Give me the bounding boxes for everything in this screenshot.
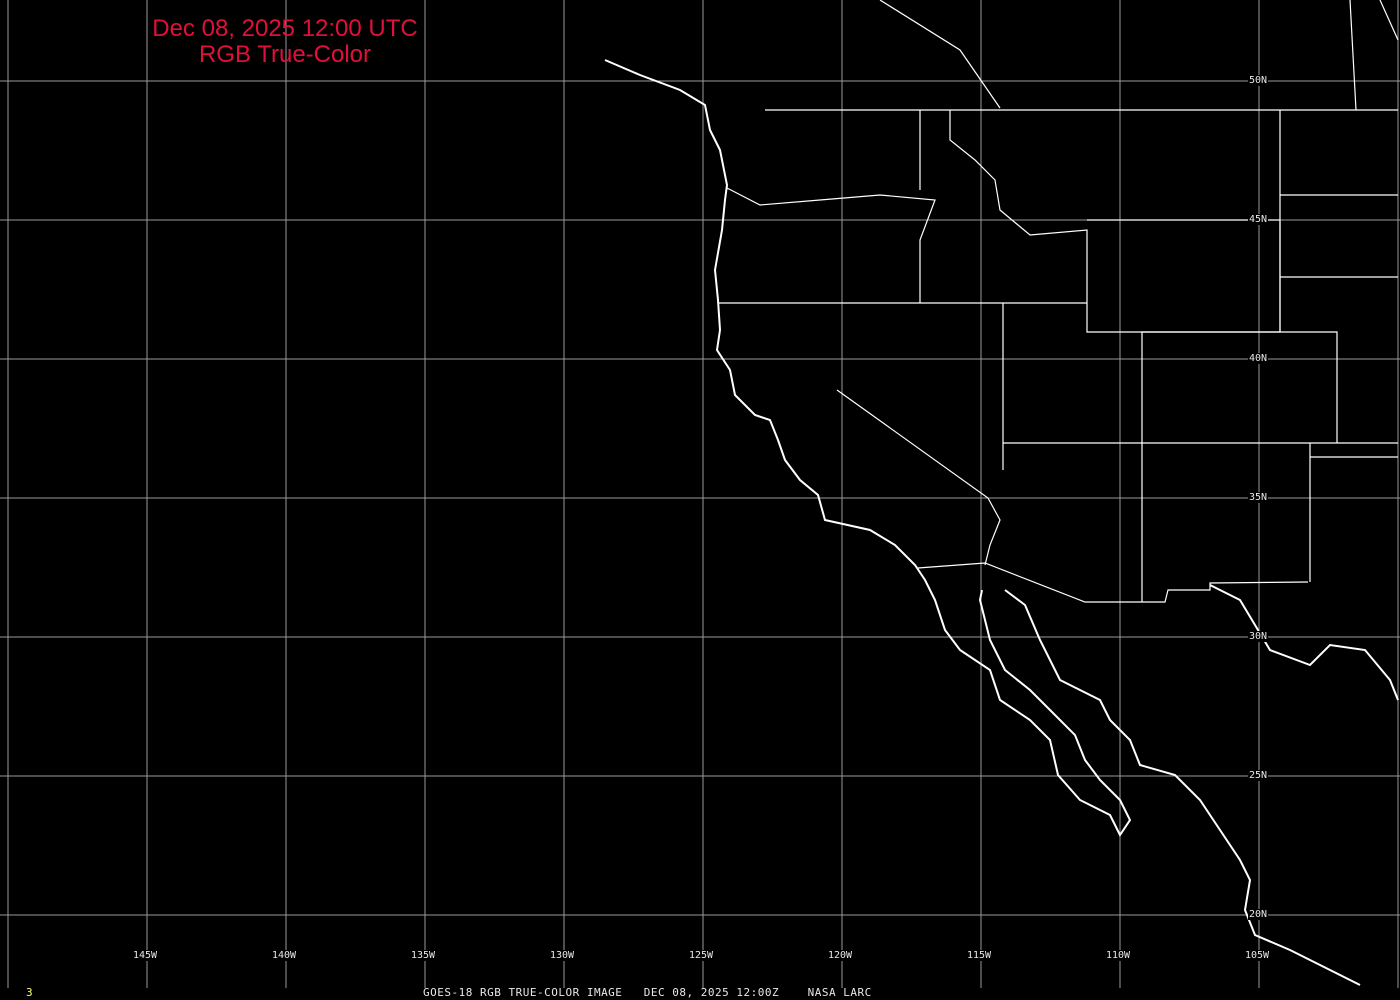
latitude-label: 45N	[1248, 214, 1269, 225]
ca-nv-border	[836, 389, 1001, 566]
mexico-north-coast	[1209, 584, 1399, 701]
longitude-label: 120W	[827, 950, 854, 961]
longitude-label: 130W	[549, 950, 576, 961]
wyoming-border	[1087, 219, 1281, 333]
longitude-label: 135W	[410, 950, 437, 961]
longitude-label: 140W	[271, 950, 298, 961]
image-title: Dec 08, 2025 12:00 UTC	[152, 15, 418, 42]
latitude-label: 50N	[1248, 75, 1269, 86]
longitude-label: 105W	[1244, 950, 1271, 961]
latitude-label: 30N	[1248, 631, 1269, 642]
latitude-label: 25N	[1248, 770, 1269, 781]
us-mexico-border	[917, 562, 1309, 603]
latitude-label: 20N	[1248, 909, 1269, 920]
longitude-label: 115W	[966, 950, 993, 961]
latitude-label: 35N	[1248, 492, 1269, 503]
boundaries	[604, 0, 1399, 986]
colorado-border	[1142, 331, 1338, 443]
frame-number: 3	[26, 986, 34, 999]
pacific-coastline	[604, 59, 1132, 837]
idaho-montana-border	[949, 110, 1142, 333]
longitude-label: 110W	[1105, 950, 1132, 961]
gulf-of-california-east-coast	[1004, 589, 1361, 986]
wa-or-border	[726, 187, 936, 303]
canada-lines	[1349, 0, 1357, 111]
footer-caption: GOES-18 RGB TRUE-COLOR IMAGE DEC 08, 202…	[423, 986, 872, 999]
latitude-label: 40N	[1248, 353, 1269, 364]
longitude-label: 125W	[688, 950, 715, 961]
image-subtitle: RGB True-Color	[198, 41, 372, 68]
longitude-label: 145W	[132, 950, 159, 961]
